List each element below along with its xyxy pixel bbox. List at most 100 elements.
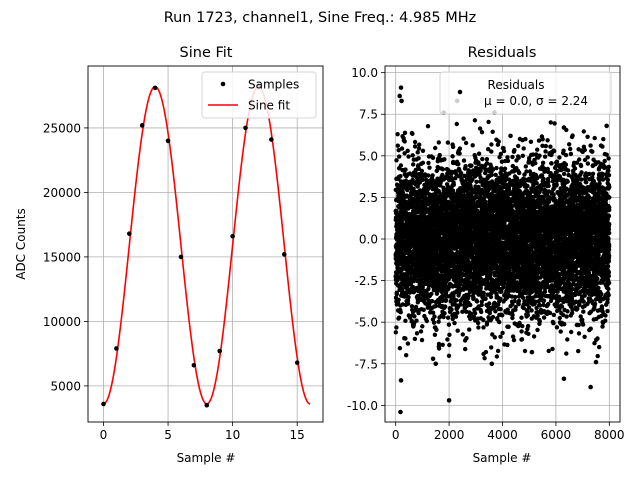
legend-samples-label: Samples	[248, 78, 299, 92]
residual-point	[513, 294, 518, 300]
residual-point	[436, 341, 442, 347]
sine-fit-y-tick-label: 5000	[50, 379, 81, 393]
residual-point	[396, 297, 401, 302]
residual-point	[481, 317, 486, 323]
sample-point	[230, 233, 235, 239]
residual-point	[437, 152, 442, 158]
residual-point	[402, 139, 407, 144]
residual-point	[464, 336, 469, 341]
figure-suptitle: Run 1723, channel1, Sine Freq.: 4.985 MH…	[164, 10, 477, 26]
residual-point	[461, 158, 467, 163]
residual-point	[516, 143, 521, 149]
residual-point	[434, 291, 440, 296]
residual-point	[433, 145, 438, 151]
residual-point	[500, 313, 505, 318]
legend-sine-fit-label: Sine fit	[248, 99, 290, 113]
residual-point	[460, 309, 465, 314]
residuals-y-tick-label: 7.5	[359, 108, 378, 122]
sample-point	[178, 254, 184, 260]
residual-point	[446, 322, 452, 327]
residual-point	[394, 325, 399, 330]
residual-point	[474, 299, 480, 304]
residual-point	[424, 318, 429, 324]
residual-point	[406, 301, 411, 306]
sample-point	[139, 123, 145, 128]
residual-point	[403, 318, 408, 323]
residual-point	[405, 341, 411, 346]
residual-point	[408, 271, 414, 277]
residual-point	[516, 155, 521, 160]
residual-point	[454, 298, 459, 303]
residual-point	[394, 291, 399, 297]
residual-point	[409, 304, 415, 309]
sample-point	[127, 231, 132, 236]
residual-point	[419, 168, 425, 174]
residual-point	[519, 329, 524, 334]
residual-point	[472, 311, 478, 316]
residual-point	[489, 172, 494, 178]
residual-point	[516, 170, 522, 175]
residual-point	[402, 151, 407, 156]
residual-point	[433, 303, 438, 309]
residual-point	[486, 119, 491, 125]
residual-point	[505, 342, 510, 348]
residual-point	[495, 348, 501, 354]
residual-point	[461, 136, 466, 141]
residual-point	[432, 314, 437, 319]
residuals-x-tick-label: 4000	[487, 428, 518, 442]
residual-point	[420, 148, 426, 153]
residuals-y-tick-label: 2.5	[359, 191, 378, 205]
residual-point	[458, 302, 463, 307]
residual-point	[447, 332, 452, 337]
residual-point	[511, 337, 517, 343]
residual-point	[432, 332, 438, 337]
residual-point	[476, 151, 482, 156]
residuals-plot-area	[393, 85, 612, 415]
residual-point	[514, 177, 520, 183]
residual-point	[502, 166, 508, 171]
residual-point	[427, 165, 432, 170]
residual-point	[430, 155, 436, 160]
residual-point	[490, 129, 495, 134]
residual-point	[457, 151, 462, 156]
residual-point	[451, 182, 456, 187]
residual-point	[410, 131, 415, 136]
residual-point	[490, 314, 496, 320]
residual-point	[523, 136, 528, 142]
residual-point	[412, 314, 417, 319]
residual-point	[450, 154, 455, 159]
residual-point	[501, 284, 506, 290]
residual-point	[442, 157, 447, 162]
residual-point	[458, 171, 464, 176]
residual-point	[449, 307, 454, 312]
residual-point	[426, 160, 431, 166]
residual-point	[434, 327, 439, 332]
residual-point	[405, 148, 410, 153]
residual-point	[436, 346, 442, 351]
residual-point	[487, 301, 492, 306]
residual-point	[410, 153, 415, 158]
sine-fit-y-tick-label: 15000	[43, 250, 81, 264]
residuals-y-tick-label: 0.0	[359, 233, 378, 247]
residual-point	[429, 291, 434, 297]
residual-point	[406, 294, 411, 300]
residual-point	[416, 146, 422, 151]
residual-point	[500, 330, 505, 336]
residual-point	[455, 328, 460, 333]
sine-fit-x-tick-label: 15	[290, 428, 305, 442]
residual-point	[505, 158, 511, 164]
residual-point	[479, 130, 485, 135]
residual-point	[441, 314, 446, 320]
residual-point	[403, 167, 408, 172]
residual-point	[395, 132, 400, 137]
residual-point	[493, 172, 498, 178]
residual-point	[418, 329, 424, 334]
residual-point	[483, 296, 488, 301]
residuals-x-tick-label: 8000	[594, 428, 625, 442]
sine-fit-x-tick-label: 0	[100, 428, 108, 442]
residual-point	[492, 335, 497, 340]
residual-point	[414, 331, 420, 336]
residual-point	[412, 336, 418, 342]
residual-point	[421, 307, 426, 312]
